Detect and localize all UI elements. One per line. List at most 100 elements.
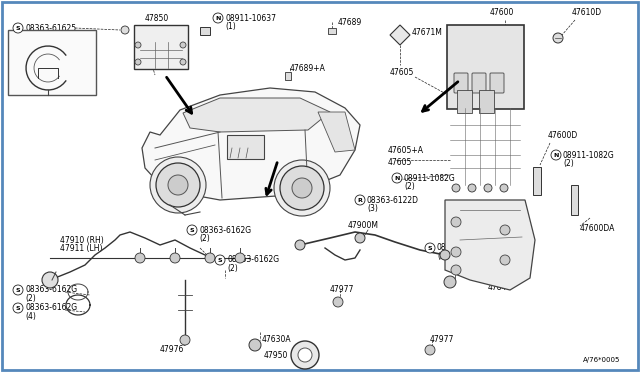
Text: (2): (2) xyxy=(25,294,36,302)
Bar xyxy=(571,185,578,215)
Circle shape xyxy=(42,272,58,288)
FancyBboxPatch shape xyxy=(447,25,524,109)
Text: 08363-6162G: 08363-6162G xyxy=(227,256,279,264)
Circle shape xyxy=(13,285,23,295)
Polygon shape xyxy=(390,25,410,45)
Circle shape xyxy=(213,13,223,23)
Bar xyxy=(328,28,336,34)
Circle shape xyxy=(235,253,245,263)
Text: N: N xyxy=(215,16,221,20)
Circle shape xyxy=(468,184,476,192)
Circle shape xyxy=(451,247,461,257)
Circle shape xyxy=(355,195,365,205)
Circle shape xyxy=(280,166,324,210)
FancyBboxPatch shape xyxy=(472,73,486,93)
Circle shape xyxy=(452,184,460,192)
Circle shape xyxy=(135,42,141,48)
Polygon shape xyxy=(318,112,355,152)
FancyBboxPatch shape xyxy=(227,135,264,159)
Text: 08911-1082G: 08911-1082G xyxy=(404,173,456,183)
Text: S: S xyxy=(16,288,20,292)
Polygon shape xyxy=(445,200,535,290)
Circle shape xyxy=(500,225,510,235)
Circle shape xyxy=(205,253,215,263)
Text: A/76*0005: A/76*0005 xyxy=(582,357,620,363)
Text: (2): (2) xyxy=(437,251,448,260)
Text: 47600: 47600 xyxy=(490,7,515,16)
Bar xyxy=(533,167,541,195)
Text: 47900M: 47900M xyxy=(348,221,379,230)
Text: 08363-61625: 08363-61625 xyxy=(25,23,76,32)
Text: 47605: 47605 xyxy=(388,157,412,167)
Circle shape xyxy=(440,250,450,260)
Text: N: N xyxy=(394,176,400,180)
Text: 47910 (RH): 47910 (RH) xyxy=(60,235,104,244)
Text: (4): (4) xyxy=(25,311,36,321)
Text: N: N xyxy=(554,153,559,157)
Circle shape xyxy=(156,163,200,207)
Circle shape xyxy=(392,173,402,183)
Text: S: S xyxy=(189,228,195,232)
Circle shape xyxy=(135,253,145,263)
Circle shape xyxy=(150,157,206,213)
Text: 47630A: 47630A xyxy=(262,336,292,344)
Text: 47605+A: 47605+A xyxy=(388,145,424,154)
Text: 47610D: 47610D xyxy=(572,7,602,16)
Polygon shape xyxy=(142,88,360,200)
Circle shape xyxy=(215,255,225,265)
Circle shape xyxy=(168,175,188,195)
Circle shape xyxy=(180,59,186,65)
Text: S: S xyxy=(218,257,222,263)
Circle shape xyxy=(425,243,435,253)
Circle shape xyxy=(484,184,492,192)
Bar xyxy=(285,72,291,80)
Circle shape xyxy=(292,178,312,198)
FancyBboxPatch shape xyxy=(458,90,472,112)
Circle shape xyxy=(180,335,190,345)
Circle shape xyxy=(553,33,563,43)
Text: (2): (2) xyxy=(227,263,237,273)
Circle shape xyxy=(295,240,305,250)
Text: S: S xyxy=(428,246,432,250)
Text: (3): (3) xyxy=(367,203,378,212)
FancyBboxPatch shape xyxy=(454,73,468,93)
Text: 47640A: 47640A xyxy=(452,266,482,275)
Circle shape xyxy=(298,348,312,362)
Text: (1): (1) xyxy=(25,32,36,41)
Circle shape xyxy=(551,150,561,160)
Bar xyxy=(8,30,96,95)
Circle shape xyxy=(170,253,180,263)
FancyBboxPatch shape xyxy=(490,73,504,93)
Text: 47910E: 47910E xyxy=(12,87,41,96)
Text: 08363-8201D: 08363-8201D xyxy=(437,244,489,253)
Circle shape xyxy=(451,217,461,227)
Circle shape xyxy=(274,160,330,216)
Circle shape xyxy=(135,59,141,65)
Text: 08911-1082G: 08911-1082G xyxy=(563,151,615,160)
Text: 47911 (LH): 47911 (LH) xyxy=(60,244,102,253)
Text: 08363-6122D: 08363-6122D xyxy=(367,196,419,205)
Text: 08363-6162G: 08363-6162G xyxy=(199,225,251,234)
Polygon shape xyxy=(183,98,330,132)
Circle shape xyxy=(500,255,510,265)
Text: 47950: 47950 xyxy=(264,350,288,359)
Circle shape xyxy=(500,184,508,192)
Text: 47977: 47977 xyxy=(430,336,454,344)
Circle shape xyxy=(13,23,23,33)
Text: 47689+A: 47689+A xyxy=(290,64,326,73)
Bar xyxy=(200,27,210,35)
Circle shape xyxy=(355,233,365,243)
Text: 47977: 47977 xyxy=(330,285,355,295)
Text: (1): (1) xyxy=(225,22,236,31)
Text: 47600DA: 47600DA xyxy=(580,224,616,232)
Text: (2): (2) xyxy=(404,182,415,190)
Text: 47976: 47976 xyxy=(160,346,184,355)
Text: S: S xyxy=(16,305,20,311)
Circle shape xyxy=(333,297,343,307)
Circle shape xyxy=(444,276,456,288)
Text: 47850: 47850 xyxy=(145,13,169,22)
Circle shape xyxy=(249,339,261,351)
Circle shape xyxy=(291,341,319,369)
Text: 08363-6162G: 08363-6162G xyxy=(25,285,77,295)
Circle shape xyxy=(180,42,186,48)
